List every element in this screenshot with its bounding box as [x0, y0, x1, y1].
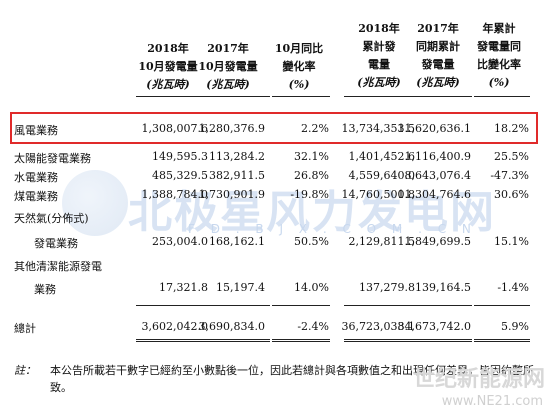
cell: 1,730,901.9	[198, 188, 265, 201]
cell: -47.3%	[490, 169, 529, 182]
total-rule	[344, 339, 416, 342]
cell: 168,162.1	[209, 235, 265, 248]
cell: -1.4%	[497, 281, 529, 294]
cell: 30.6%	[494, 188, 529, 201]
cell: 50.5%	[294, 235, 329, 248]
row-label: 其他清潔能源發電	[14, 260, 102, 273]
cell: 4,559,640.0	[348, 169, 415, 182]
cell: 1,401,452.6	[348, 150, 415, 163]
cell: 1,280,376.9	[198, 122, 265, 135]
cell: 1,849,699.5	[404, 235, 471, 248]
cell: 3,690,834.0	[198, 320, 265, 333]
cell: 137,279.8	[359, 281, 415, 294]
row-label: 天然氣(分佈式)	[14, 212, 89, 225]
subtotal-rule	[474, 305, 530, 306]
cell: 253,004.0	[152, 235, 208, 248]
cell: 15,197.4	[216, 281, 265, 294]
cell: 139,164.5	[415, 281, 471, 294]
row-label: 煤電業務	[14, 190, 58, 203]
watermark-url-2: www.NE21.com	[441, 394, 543, 409]
header-rule	[136, 96, 216, 97]
watermark-brand-2: 世纪新能源网	[412, 367, 545, 392]
cell: 14,760,500.8	[341, 188, 415, 201]
subtotal-rule	[344, 305, 416, 306]
cell: 36,723,038.1	[341, 320, 415, 333]
cell: 3,602,042.0	[141, 320, 208, 333]
subtotal-rule	[410, 305, 472, 306]
cell: 382,911.5	[209, 169, 265, 182]
cell: 13,734,353.5	[341, 122, 415, 135]
row-label: 風電業務	[14, 124, 58, 137]
row-label-cont: 發電業務	[34, 237, 78, 250]
row-label: 太陽能發電業務	[14, 152, 91, 165]
total-label: 總計	[14, 322, 36, 335]
header-col-4: 2018年 累計發 電量 (兆瓦時)	[357, 22, 401, 89]
total-rule	[474, 339, 530, 342]
header-rule	[474, 96, 530, 97]
cell: 15.1%	[494, 235, 529, 248]
cell: 25.5%	[494, 150, 529, 163]
cell: 17,321.8	[159, 281, 208, 294]
cell: 2.2%	[301, 122, 329, 135]
cell: -2.4%	[297, 320, 329, 333]
cell: 8,643,076.4	[404, 169, 471, 182]
subtotal-rule	[196, 305, 270, 306]
total-rule	[196, 339, 270, 342]
subtotal-rule	[136, 305, 216, 306]
cell: 14.0%	[294, 281, 329, 294]
highlight-box	[10, 112, 538, 144]
total-rule	[136, 339, 216, 342]
cell: 1,308,007.6	[141, 122, 208, 135]
cell: 11,620,636.1	[397, 122, 471, 135]
cell: 34,673,742.0	[397, 320, 471, 333]
row-label: 水電業務	[14, 171, 58, 184]
header-col-5: 2017年 同期累計 發電量 (兆瓦時)	[416, 22, 460, 89]
header-col-6: 年累計 發電量同 比變化率 (%)	[477, 22, 521, 89]
header-col-3: 10月同比 變化率 (%)	[274, 42, 324, 91]
cell: 1,116,400.9	[404, 150, 471, 163]
watermark-logo-icon	[62, 170, 128, 236]
cell: -19.8%	[290, 188, 329, 201]
cell: 485,329.5	[152, 169, 208, 182]
cell: 2,129,811.5	[348, 235, 415, 248]
cell: 26.8%	[294, 169, 329, 182]
watermark-url: F D . B J X . C O M . C N	[188, 222, 477, 236]
cell: 11,304,764.6	[397, 188, 471, 201]
subtotal-rule	[272, 305, 330, 306]
header-rule	[272, 96, 330, 97]
cell: 18.2%	[494, 122, 529, 135]
footnote-text: 本公告所載若干數字已經約至小數點後一位，因此若總計與各項數值之和出現任何差異，皆…	[50, 364, 534, 394]
header-rule	[410, 96, 472, 97]
total-rule	[410, 339, 472, 342]
cell: 113,284.2	[209, 150, 265, 163]
cell: 1,388,784.0	[141, 188, 208, 201]
total-rule	[272, 339, 330, 342]
footnote-label: 註：	[14, 364, 36, 377]
row-label-cont: 業務	[34, 283, 56, 296]
cell: 5.9%	[501, 320, 529, 333]
watermark-brand: 北极星风力发电网	[128, 187, 496, 238]
cell: 32.1%	[294, 150, 329, 163]
header-col-1: 2018年 10月發電量 (兆瓦時)	[138, 42, 198, 91]
header-rule	[344, 96, 416, 97]
header-col-2: 2017年 10月發電量 (兆瓦時)	[198, 42, 258, 91]
header-rule	[196, 96, 270, 97]
cell: 149,595.3	[152, 150, 208, 163]
